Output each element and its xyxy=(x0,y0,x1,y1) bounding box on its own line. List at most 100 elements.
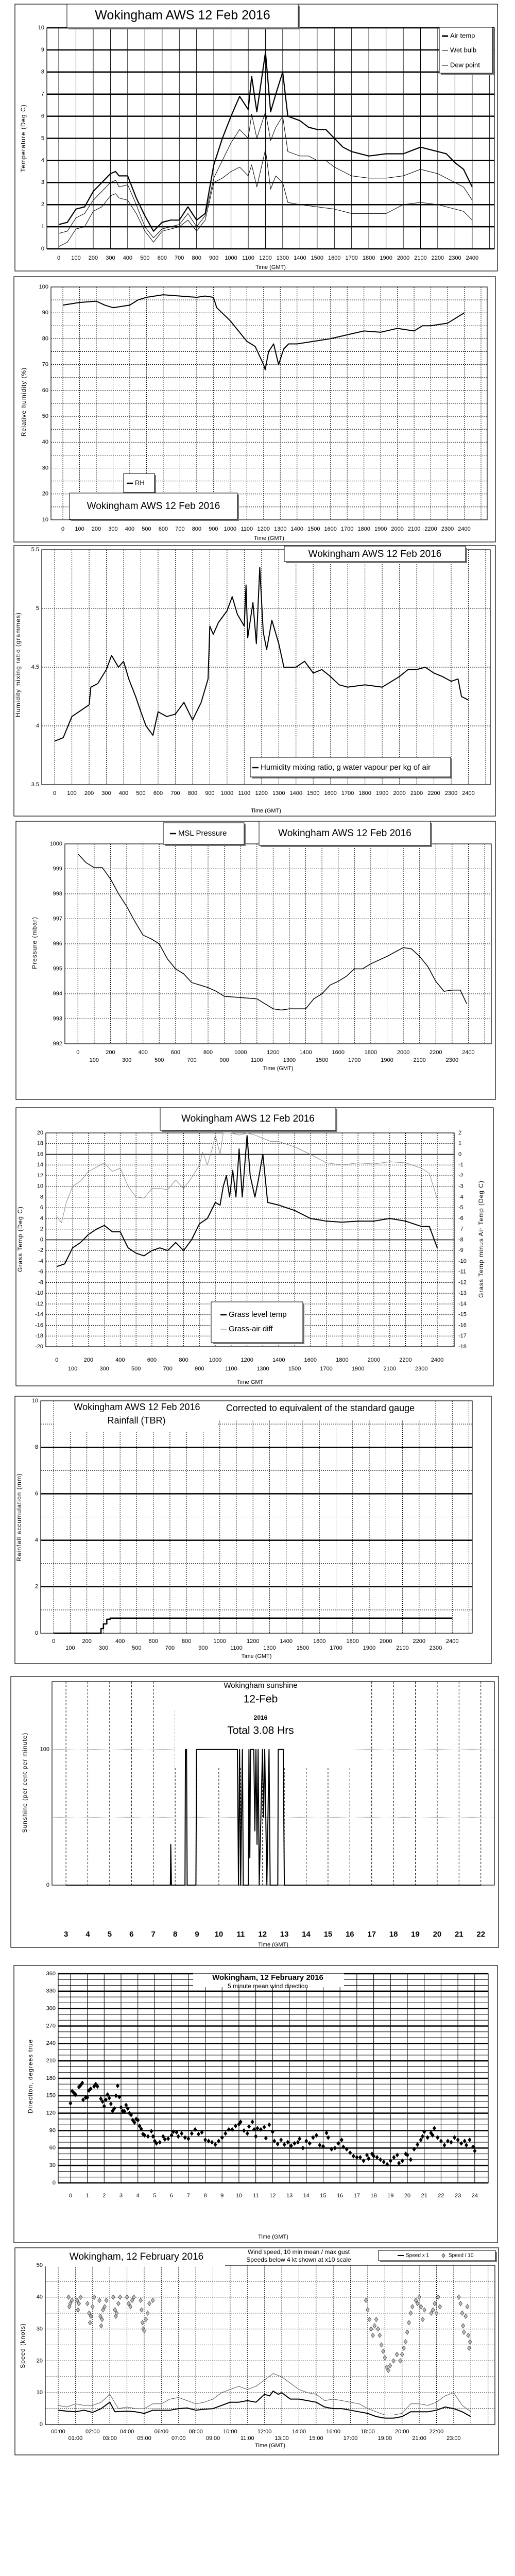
x-tick-label: 2100 xyxy=(413,1057,425,1063)
x-tick-label: 1100 xyxy=(241,526,253,532)
x-tick-label: 400 xyxy=(115,1638,125,1645)
y-tick-label: 8 xyxy=(40,1194,43,1200)
data-point-95 xyxy=(301,2145,305,2151)
data-point-133 xyxy=(419,2137,423,2143)
data-point-82 xyxy=(462,2329,466,2335)
data-point-67 xyxy=(415,2300,420,2307)
title-area xyxy=(217,1401,426,1420)
x-axis-ticks: 0 100 200 300 400 500 600 700 800 900 1000 1100 1200… xyxy=(53,790,475,796)
data-point-132 xyxy=(416,2142,420,2147)
data-point-70 xyxy=(230,2127,234,2132)
title-frame xyxy=(259,821,431,846)
y-axis-ticks: 0 2 4 6 8 10 xyxy=(32,1398,38,1636)
y-tick-label: 40 xyxy=(42,439,48,445)
data-point-59 xyxy=(193,2127,197,2132)
x-tick-label: 21:00 xyxy=(412,2435,426,2442)
data-point-92 xyxy=(293,2141,297,2146)
data-point-34 xyxy=(131,2117,135,2123)
y-tick-label: 30 xyxy=(49,2162,56,2168)
plot-area xyxy=(41,549,491,785)
data-point-55 xyxy=(388,2363,392,2368)
x-tick-label: 800 xyxy=(203,1049,213,1056)
data-point-62 xyxy=(405,2329,409,2335)
y-axis-ticks: 992 993 994 995 996 997 998 999 1000 xyxy=(50,841,62,1047)
y-tick-label: 7 xyxy=(41,91,44,97)
data-point-66 xyxy=(217,2139,221,2144)
x-tick-label: 2400 xyxy=(458,526,470,532)
data-point-99 xyxy=(314,2132,318,2138)
y-tick-label: 997 xyxy=(53,916,62,922)
x-tick-label: 06:00 xyxy=(154,2429,169,2435)
x-tick-label: 21 xyxy=(455,1930,464,1939)
data-point-38 xyxy=(138,2123,142,2129)
x-tick-label: 700 xyxy=(175,526,184,532)
gridlines xyxy=(41,1400,472,1634)
x-tick-label: 400 xyxy=(123,255,132,261)
y-tick-label: 0 xyxy=(40,1236,43,1243)
y-tick-label: 70 xyxy=(42,362,48,368)
data-point-125 xyxy=(395,2153,399,2158)
x-tick-label: 15 xyxy=(320,2193,326,2199)
chart-title: Wokingham AWS 12 Feb 2016 xyxy=(181,1113,315,1124)
x-tick-label: 300 xyxy=(108,526,117,532)
legend-label: Grass-air diff xyxy=(229,1325,273,1333)
x-tick-label: 2400 xyxy=(462,790,474,796)
y-tick-label: 1 xyxy=(41,224,44,230)
data-point-148 xyxy=(462,2139,467,2144)
data-point-93 xyxy=(296,2140,300,2145)
data-point-142 xyxy=(442,2143,447,2148)
data-point-124 xyxy=(392,2155,396,2160)
x-tick-label: 16:00 xyxy=(326,2429,340,2435)
data-point-70 xyxy=(420,2316,425,2323)
x-tick-label: 1000 xyxy=(213,1638,226,1645)
data-point-58 xyxy=(398,2358,403,2364)
data-point-23 xyxy=(112,2106,116,2111)
x-tick-label: 11:00 xyxy=(241,2435,254,2442)
y-tick-label: 0 xyxy=(46,1882,49,1888)
data-point-129 xyxy=(405,2153,409,2158)
data-point-115 xyxy=(365,2153,369,2158)
x-tick-label: 20:00 xyxy=(395,2429,409,2435)
legend-box xyxy=(211,1301,303,1343)
chart-frame xyxy=(14,4,498,272)
x-tick-label: 300 xyxy=(106,255,115,261)
data-point-82 xyxy=(262,2125,266,2130)
y-tick-label: -8 xyxy=(38,1279,43,1285)
data-point-16 xyxy=(100,2099,105,2104)
x-tick-label: 14:00 xyxy=(292,2429,306,2435)
y-tick-label: 992 xyxy=(53,1041,62,1047)
y-tick-label: 30 xyxy=(42,465,48,471)
series-line-wet-bulb xyxy=(58,111,473,239)
legend-label: Grass level temp xyxy=(229,1310,287,1319)
x-tick-label: 900 xyxy=(195,1366,204,1372)
y-tick-label: 2 xyxy=(35,1584,38,1590)
x-tick-label: 1700 xyxy=(341,526,353,532)
data-point-91 xyxy=(289,2143,293,2148)
y-tick-label: -4 xyxy=(38,1258,43,1264)
data-point-4 xyxy=(75,2297,79,2303)
y2-tick-label: -6 xyxy=(458,1215,464,1222)
data-point-44 xyxy=(369,2326,373,2332)
data-point-139 xyxy=(432,2126,436,2131)
y-tick-label: 100 xyxy=(40,1747,49,1753)
data-point-60 xyxy=(402,2345,406,2351)
x-tick-label: 1900 xyxy=(363,1645,375,1651)
data-point-89 xyxy=(282,2142,286,2147)
data-point-151 xyxy=(471,2144,475,2149)
data-point-27 xyxy=(119,2105,123,2110)
y2-tick-label: -12 xyxy=(458,1279,467,1285)
x-tick-label: 1200 xyxy=(241,1357,253,1363)
data-point-48 xyxy=(376,2326,380,2332)
x-tick-label: 1700 xyxy=(320,1366,332,1372)
y-tick-label: 10 xyxy=(38,25,44,31)
y2-tick-label: -17 xyxy=(458,1333,467,1339)
y-axis-label: Grass Temp (Deg C) xyxy=(16,1206,24,1272)
legend-label: Speed x 1 xyxy=(406,2253,429,2259)
x-tick-label: 1200 xyxy=(267,1049,279,1056)
data-point-53 xyxy=(175,2130,179,2135)
data-point-0 xyxy=(66,2294,71,2300)
data-point-69 xyxy=(419,2304,423,2310)
chart-title: Wokingham AWS 12 Feb 2016 xyxy=(87,501,220,512)
x-tick-label: 1200 xyxy=(255,790,268,796)
x-tick-label: 05:00 xyxy=(137,2435,151,2442)
